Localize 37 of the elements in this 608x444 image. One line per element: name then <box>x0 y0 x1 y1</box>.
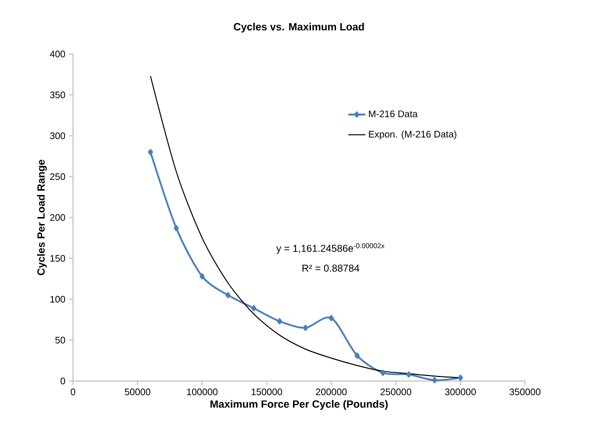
y-tick-label: 250 <box>50 173 66 180</box>
point <box>251 305 256 312</box>
y-tick-label: 100 <box>50 296 66 303</box>
point <box>432 377 438 384</box>
annotation: y = 1,161.24586e$^{-0.00002x}$ <box>276 243 384 254</box>
chart-title: Cycles vs. Maximum Load <box>234 22 364 33</box>
point <box>225 292 231 298</box>
annotation: R² = 0.88784 <box>302 264 360 272</box>
point <box>380 370 386 376</box>
y-tick-label: 50 <box>55 336 66 344</box>
y-tick-label: 0 <box>60 378 66 384</box>
y-tick-label: 300 <box>50 132 66 140</box>
point <box>148 149 154 156</box>
y-tick-label: 200 <box>50 214 66 221</box>
x-tick-label: 100000 <box>187 388 218 396</box>
point <box>458 374 463 381</box>
y-axis-title: Cycles Per Load Range <box>37 160 47 276</box>
point <box>174 225 179 232</box>
x-tick-label: 300000 <box>445 388 476 396</box>
point <box>277 318 282 324</box>
point <box>354 352 360 359</box>
x-tick-label: 50000 <box>124 388 150 396</box>
x-axis-title: Maximum Force Per Cycle (Pounds) <box>210 400 388 410</box>
point <box>328 314 334 322</box>
x-tick-label: 250000 <box>380 388 412 396</box>
legend-label: M-216 Data <box>368 110 418 118</box>
y-tick-label: 400 <box>50 50 66 58</box>
x-tick-label: 150000 <box>252 388 282 396</box>
y-tick-label: 350 <box>50 92 66 98</box>
x-tick-label: 0 <box>70 388 76 396</box>
point <box>406 371 412 378</box>
x-tick-label: 350000 <box>510 388 540 396</box>
point <box>200 273 205 280</box>
x-tick-label: 200000 <box>316 388 347 396</box>
legend-label: Expon. (M-216 Data) <box>368 130 456 140</box>
point <box>302 324 308 331</box>
y-tick-label: 150 <box>50 255 66 262</box>
